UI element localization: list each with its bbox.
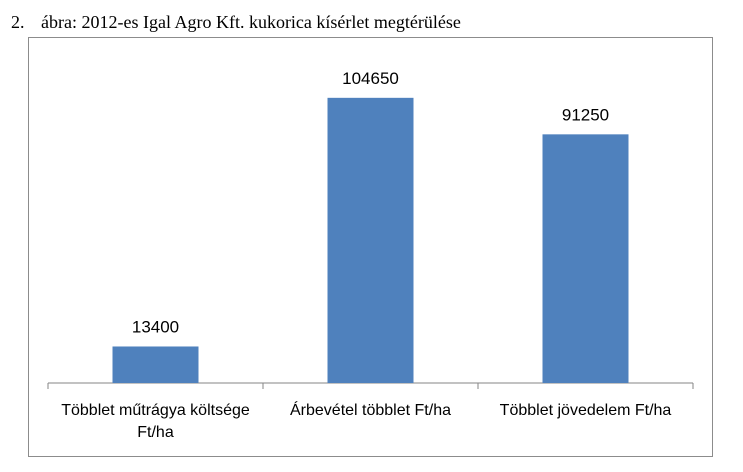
data-label: 13400 — [132, 317, 179, 336]
caption-text: ábra: 2012-es Igal Agro Kft. kukorica kí… — [41, 11, 461, 32]
category-label: Ft/ha — [137, 424, 174, 441]
bar — [542, 134, 629, 383]
chart-frame: 13400 Többlet műtrágya költsége Ft/ha 10465… — [28, 37, 713, 457]
bar-chart: 13400 Többlet műtrágya költsége Ft/ha 10465… — [47, 69, 694, 441]
category-label: Többlet műtrágya költsége — [61, 402, 250, 419]
bar — [327, 97, 414, 384]
category-label: Árbevétel többlet Ft/ha — [290, 400, 451, 419]
data-label: 104650 — [342, 69, 399, 88]
bar — [112, 346, 199, 383]
data-label: 91250 — [562, 105, 609, 124]
category-label: Többlet jövedelem Ft/ha — [500, 402, 672, 419]
caption-number: 2. — [11, 11, 25, 32]
figure-caption: 2. ábra: 2012-es Igal Agro Kft. kukorica… — [11, 10, 461, 34]
